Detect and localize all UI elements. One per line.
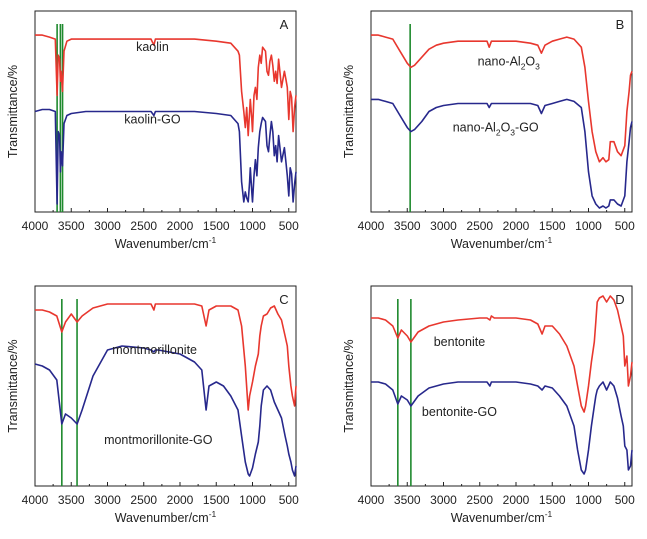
plot-frame bbox=[34, 285, 297, 487]
series-label: nano-Al2O3-GO bbox=[453, 121, 539, 138]
y-axis-label: Transmittance/% bbox=[6, 65, 20, 158]
x-axis-label: Wavenumber/cm-1 bbox=[115, 235, 217, 251]
x-tick-label: 500 bbox=[615, 219, 635, 233]
x-tick-label: 1000 bbox=[239, 493, 266, 507]
series-line-red bbox=[371, 295, 633, 413]
series-line-red bbox=[371, 34, 633, 163]
x-tick-label: 3000 bbox=[94, 493, 121, 507]
x-tick-label: 3000 bbox=[430, 219, 457, 233]
x-tick-label: 1000 bbox=[239, 219, 266, 233]
series-label: kaolin bbox=[136, 40, 169, 54]
series-line-blue bbox=[371, 381, 633, 475]
x-tick-label: 500 bbox=[279, 219, 299, 233]
plot-frame bbox=[370, 285, 633, 487]
series-label: kaolin-GO bbox=[124, 113, 181, 127]
x-tick-label: 3500 bbox=[394, 493, 421, 507]
y-axis-label: Transmittance/% bbox=[342, 65, 356, 158]
panel-a: 4000 3500 3000 2500 2000 1500 1000 500 Wavenumbe… bbox=[6, 10, 299, 251]
x-axis-label: Wavenumber/cm-1 bbox=[115, 509, 217, 525]
x-tick-label: 4000 bbox=[22, 493, 49, 507]
x-tick-label: 4000 bbox=[22, 219, 49, 233]
panel-d: 4000 3500 3000 2500 2000 1500 1000 500 Wavenumbe… bbox=[342, 285, 635, 525]
x-axis-label: Wavenumber/cm-1 bbox=[451, 235, 553, 251]
x-tick-label: 3500 bbox=[394, 219, 421, 233]
x-tick-label: 2500 bbox=[130, 219, 157, 233]
y-axis-label: Transmittance/% bbox=[342, 339, 356, 432]
x-tick-label: 2000 bbox=[167, 219, 194, 233]
series-label: montmorillonite bbox=[112, 343, 197, 357]
x-axis-label: Wavenumber/cm-1 bbox=[451, 509, 553, 525]
x-tick-label: 3000 bbox=[430, 493, 457, 507]
x-tick-label: 2500 bbox=[130, 493, 157, 507]
series-line-red bbox=[35, 303, 297, 411]
x-tick-label: 500 bbox=[615, 493, 635, 507]
series-label: bentonite bbox=[434, 335, 485, 349]
x-tick-label: 1500 bbox=[539, 219, 566, 233]
x-tick-label: 4000 bbox=[358, 219, 385, 233]
x-tick-label: 2000 bbox=[167, 493, 194, 507]
panel-letter: D bbox=[615, 292, 624, 307]
plot-frame bbox=[370, 10, 633, 213]
x-tick-label: 3000 bbox=[94, 219, 121, 233]
x-tick-label: 2000 bbox=[503, 219, 530, 233]
x-tick-label: 3500 bbox=[58, 219, 85, 233]
series-line-blue bbox=[34, 345, 297, 477]
y-axis-label: Transmittance/% bbox=[6, 339, 20, 432]
panel-letter: C bbox=[279, 292, 288, 307]
x-tick-label: 1000 bbox=[575, 493, 602, 507]
panel-c: 4000 3500 3000 2500 2000 1500 1000 500 Wavenumbe… bbox=[6, 285, 299, 525]
x-tick-label: 2000 bbox=[503, 493, 530, 507]
x-tick-label: 1500 bbox=[203, 219, 230, 233]
panel-letter: A bbox=[280, 17, 289, 32]
x-tick-label: 1500 bbox=[539, 493, 566, 507]
x-tick-label: 3500 bbox=[58, 493, 85, 507]
x-tick-label: 2500 bbox=[466, 219, 493, 233]
x-tick-label: 4000 bbox=[358, 493, 385, 507]
panel-letter: B bbox=[616, 17, 625, 32]
series-label: nano-Al2O3 bbox=[478, 54, 541, 71]
series-label: bentonite-GO bbox=[422, 405, 497, 419]
series-line-blue bbox=[34, 108, 297, 205]
x-tick-label: 1000 bbox=[575, 219, 602, 233]
x-tick-label: 1500 bbox=[203, 493, 230, 507]
x-tick-label: 500 bbox=[279, 493, 299, 507]
series-label: montmorillonite-GO bbox=[104, 433, 213, 447]
series-line-red bbox=[35, 34, 297, 137]
panel-b: 4000 3500 3000 2500 2000 1500 1000 500 Wavenumbe… bbox=[342, 10, 635, 251]
x-tick-label: 2500 bbox=[466, 493, 493, 507]
series-line-blue bbox=[371, 98, 633, 209]
